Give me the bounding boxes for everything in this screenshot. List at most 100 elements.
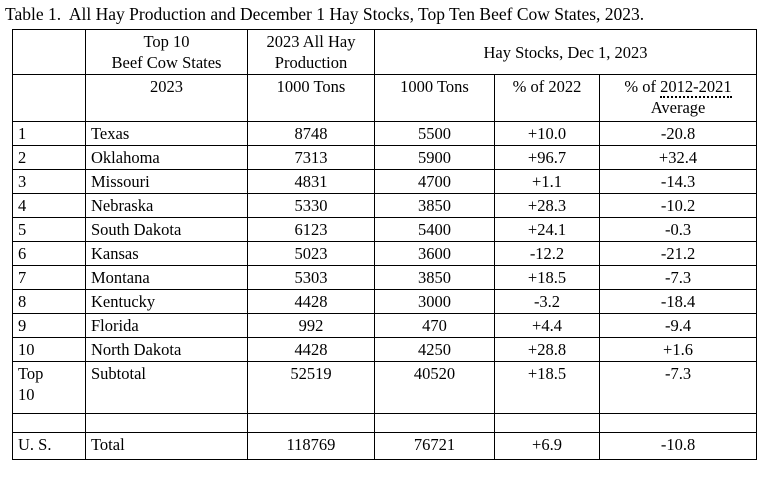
rank-cell: 10	[12, 337, 86, 362]
header-blank-cell	[12, 74, 86, 122]
production-cell: 7313	[247, 145, 375, 170]
production-cell: 4428	[247, 337, 375, 362]
header-hay-stocks-span: Hay Stocks, Dec 1, 2023	[373, 29, 758, 75]
pct-avg-cell: +1.6	[598, 337, 758, 362]
state-cell: Oklahoma	[85, 145, 248, 170]
pct-2022-cell: +96.7	[494, 145, 600, 170]
pct-2022-cell: +28.8	[494, 337, 600, 362]
rank-cell: 5	[12, 217, 86, 242]
pct-2022-cell: +10.0	[494, 121, 600, 146]
pct-avg-cell: -20.8	[598, 121, 758, 146]
table-caption: Table 1. All Hay Production and December…	[5, 4, 645, 24]
header-stocks-units: 1000 Tons	[374, 74, 495, 122]
production-cell: 5330	[247, 193, 375, 218]
production-cell: 52519	[247, 361, 375, 414]
rank-cell: U. S.	[12, 432, 86, 460]
pct-avg-cell: -10.2	[598, 193, 758, 218]
table-row: 1 Texas 8748 5500 +10.0 -20.8	[12, 121, 758, 146]
pct-avg-cell: -7.3	[598, 265, 758, 290]
production-cell: 4428	[247, 289, 375, 314]
pct-2022-cell: -12.2	[494, 241, 600, 266]
table-row: 4 Nebraska 5330 3850 +28.3 -10.2	[12, 193, 758, 218]
stocks-cell: 3600	[374, 241, 495, 266]
production-cell: 8748	[247, 121, 375, 146]
rank-cell	[12, 413, 86, 433]
production-cell: 6123	[247, 217, 375, 242]
pct-avg-cell	[598, 413, 758, 433]
state-cell: Texas	[85, 121, 248, 146]
subtotal-row: Top 10 Subtotal 52519 40520 +18.5 -7.3	[12, 361, 758, 414]
rank-cell: 3	[12, 169, 86, 194]
production-cell: 5023	[247, 241, 375, 266]
state-cell: Subtotal	[85, 361, 248, 414]
production-cell: 4831	[247, 169, 375, 194]
table-row: 9 Florida 992 470 +4.4 -9.4	[12, 313, 758, 338]
table-row: 2 Oklahoma 7313 5900 +96.7 +32.4	[12, 145, 758, 170]
pct-2022-cell: +18.5	[494, 361, 600, 414]
header-pct-2022: % of 2022	[494, 74, 600, 122]
stocks-cell: 76721	[374, 432, 495, 460]
pct-avg-cell: -18.4	[598, 289, 758, 314]
header-production-units: 1000 Tons	[247, 74, 375, 122]
header-beef-cow-states: Top 10 Beef Cow States	[85, 29, 248, 75]
stocks-cell: 40520	[374, 361, 495, 414]
state-cell: Kansas	[85, 241, 248, 266]
stocks-cell: 5500	[374, 121, 495, 146]
state-cell	[85, 413, 248, 433]
table-row: 8 Kentucky 4428 3000 -3.2 -18.4	[12, 289, 758, 314]
table-row: 7 Montana 5303 3850 +18.5 -7.3	[12, 265, 758, 290]
pct-2022-cell: -3.2	[494, 289, 600, 314]
pct-2022-cell: +6.9	[494, 432, 600, 460]
pct-avg-cell: -14.3	[598, 169, 758, 194]
pct-2022-cell: +28.3	[494, 193, 600, 218]
production-cell: 5303	[247, 265, 375, 290]
stocks-cell	[374, 413, 495, 433]
pct-avg-cell: -7.3	[598, 361, 758, 414]
hay-production-table: Top 10 Beef Cow States 2023 All Hay Prod…	[12, 29, 758, 460]
state-cell: Montana	[85, 265, 248, 290]
pct-avg-cell: -0.3	[598, 217, 758, 242]
rank-cell: 4	[12, 193, 86, 218]
state-cell: North Dakota	[85, 337, 248, 362]
table-row: 6 Kansas 5023 3600 -12.2 -21.2	[12, 241, 758, 266]
header-row-units: 2023 1000 Tons 1000 Tons % of 2022 % of …	[12, 74, 758, 122]
pct-2022-cell: +18.5	[494, 265, 600, 290]
pct-avg-cell: -10.8	[598, 432, 758, 460]
state-cell: South Dakota	[85, 217, 248, 242]
pct-avg-cell: +32.4	[598, 145, 758, 170]
rank-cell: 8	[12, 289, 86, 314]
production-cell: 118769	[247, 432, 375, 460]
rank-cell: 7	[12, 265, 86, 290]
document-page: Table 1. All Hay Production and December…	[5, 4, 758, 460]
pct-avg-line2: Average	[650, 98, 706, 117]
stocks-cell: 5900	[374, 145, 495, 170]
pct-2022-cell: +4.4	[494, 313, 600, 338]
state-cell: Total	[85, 432, 248, 460]
rank-cell: Top 10	[12, 361, 86, 414]
rank-cell: 9	[12, 313, 86, 338]
pct-avg-prefix: % of	[624, 77, 661, 96]
stocks-cell: 5400	[374, 217, 495, 242]
pct-avg-cell: -21.2	[598, 241, 758, 266]
pct-2022-cell: +24.1	[494, 217, 600, 242]
production-cell	[247, 413, 375, 433]
stocks-cell: 4700	[374, 169, 495, 194]
header-row-groups: Top 10 Beef Cow States 2023 All Hay Prod…	[12, 29, 758, 75]
table-row: 3 Missouri 4831 4700 +1.1 -14.3	[12, 169, 758, 194]
pct-avg-cell: -9.4	[598, 313, 758, 338]
stocks-cell: 3850	[374, 193, 495, 218]
stocks-cell: 4250	[374, 337, 495, 362]
production-cell: 992	[247, 313, 375, 338]
rank-cell: 1	[12, 121, 86, 146]
header-pct-avg: % of 2012-2021 Average	[598, 74, 758, 122]
state-cell: Florida	[85, 313, 248, 338]
table-row: 10 North Dakota 4428 4250 +28.8 +1.6	[12, 337, 758, 362]
pct-2022-cell: +1.1	[494, 169, 600, 194]
blank-row	[12, 413, 758, 433]
header-year: 2023	[85, 74, 248, 122]
stocks-cell: 470	[374, 313, 495, 338]
header-all-hay-production: 2023 All Hay Production	[247, 29, 375, 75]
rank-cell: 2	[12, 145, 86, 170]
stocks-cell: 3850	[374, 265, 495, 290]
pct-avg-range: 2012-2021	[660, 77, 732, 98]
